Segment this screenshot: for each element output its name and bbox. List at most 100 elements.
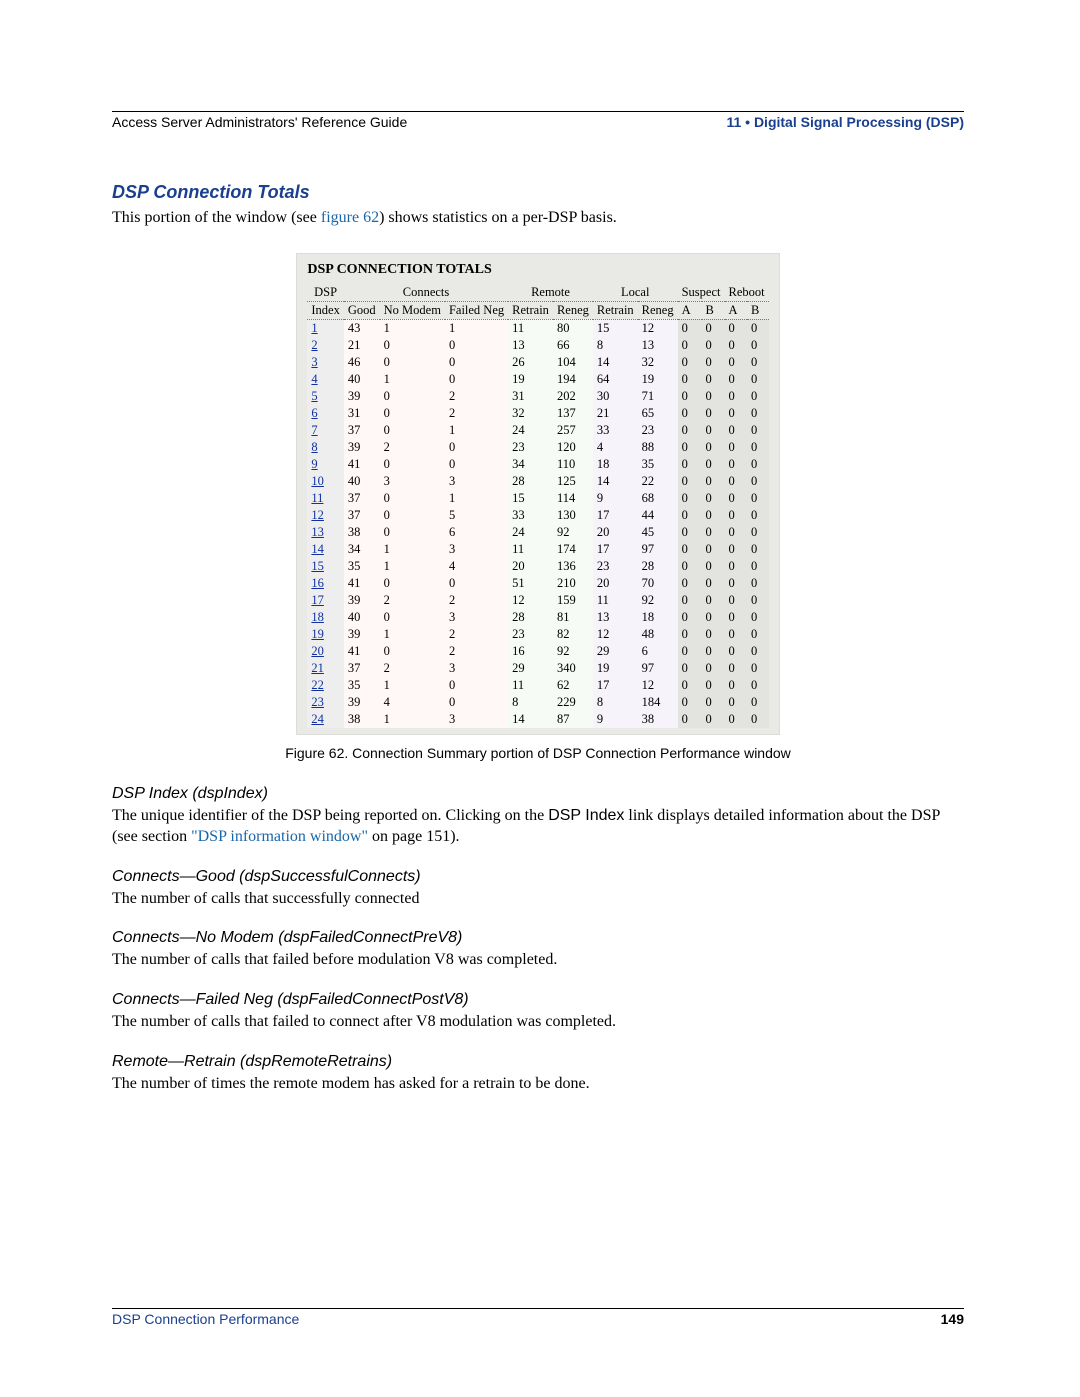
- cell-value: 0: [725, 575, 748, 592]
- cell-index[interactable]: 13: [307, 524, 343, 541]
- cell-value: 11: [508, 319, 553, 337]
- cell-index[interactable]: 3: [307, 354, 343, 371]
- dsp-index-link[interactable]: 6: [311, 406, 317, 420]
- dsp-index-link[interactable]: 24: [311, 712, 324, 726]
- cell-value: 0: [747, 643, 769, 660]
- cell-value: 136: [553, 558, 593, 575]
- cell-index[interactable]: 24: [307, 711, 343, 728]
- cell-value: 0: [678, 626, 702, 643]
- cell-index[interactable]: 15: [307, 558, 343, 575]
- cell-value: 30: [593, 388, 638, 405]
- cell-value: 0: [702, 592, 725, 609]
- dsp-index-link[interactable]: 12: [311, 508, 324, 522]
- def1-link[interactable]: "DSP information window": [191, 828, 368, 845]
- footer-left: DSP Connection Performance: [112, 1311, 299, 1327]
- cell-value: 51: [508, 575, 553, 592]
- table-row: 440101919464190000: [307, 371, 768, 388]
- cell-value: 92: [553, 643, 593, 660]
- cell-index[interactable]: 5: [307, 388, 343, 405]
- cell-value: 0: [725, 541, 748, 558]
- hdr-rreneg: Reneg: [553, 301, 593, 319]
- cell-value: 37: [344, 660, 380, 677]
- dsp-index-link[interactable]: 5: [311, 389, 317, 403]
- dsp-index-link[interactable]: 14: [311, 542, 324, 556]
- cell-value: 0: [725, 439, 748, 456]
- dsp-index-link[interactable]: 9: [311, 457, 317, 471]
- figure-ref-link[interactable]: figure 62: [321, 209, 379, 226]
- cell-value: 19: [638, 371, 678, 388]
- cell-index[interactable]: 18: [307, 609, 343, 626]
- intro-text: This portion of the window (see figure 6…: [112, 207, 964, 229]
- table-row: 113701151149680000: [307, 490, 768, 507]
- cell-index[interactable]: 11: [307, 490, 343, 507]
- dsp-index-link[interactable]: 3: [311, 355, 317, 369]
- cell-value: 0: [678, 694, 702, 711]
- hdr-index: Index: [307, 301, 343, 319]
- cell-value: 23: [508, 439, 553, 456]
- dsp-index-link[interactable]: 21: [311, 661, 324, 675]
- intro-suffix: ) shows statistics on a per-DSP basis.: [379, 209, 617, 226]
- cell-index[interactable]: 12: [307, 507, 343, 524]
- cell-index[interactable]: 22: [307, 677, 343, 694]
- cell-value: 0: [702, 660, 725, 677]
- cell-value: 0: [678, 439, 702, 456]
- dsp-index-link[interactable]: 8: [311, 440, 317, 454]
- dsp-index-link[interactable]: 13: [311, 525, 324, 539]
- dsp-index-link[interactable]: 15: [311, 559, 324, 573]
- dsp-index-link[interactable]: 19: [311, 627, 324, 641]
- cell-index[interactable]: 8: [307, 439, 343, 456]
- cell-index[interactable]: 19: [307, 626, 343, 643]
- dsp-index-link[interactable]: 18: [311, 610, 324, 624]
- dsp-index-link[interactable]: 2: [311, 338, 317, 352]
- cell-index[interactable]: 17: [307, 592, 343, 609]
- cell-index[interactable]: 16: [307, 575, 343, 592]
- cell-index[interactable]: 9: [307, 456, 343, 473]
- cell-index[interactable]: 2: [307, 337, 343, 354]
- table-row: 346002610414320000: [307, 354, 768, 371]
- cell-value: 0: [747, 422, 769, 439]
- dsp-index-link[interactable]: 22: [311, 678, 324, 692]
- cell-value: 15: [593, 319, 638, 337]
- dsp-index-link[interactable]: 4: [311, 372, 317, 386]
- cell-value: 114: [553, 490, 593, 507]
- cell-value: 71: [638, 388, 678, 405]
- cell-value: 0: [747, 473, 769, 490]
- cell-value: 0: [725, 507, 748, 524]
- cell-value: 35: [344, 677, 380, 694]
- cell-index[interactable]: 1: [307, 319, 343, 337]
- dsp-index-link[interactable]: 16: [311, 576, 324, 590]
- dsp-index-link[interactable]: 7: [311, 423, 317, 437]
- cell-index[interactable]: 6: [307, 405, 343, 422]
- cell-value: 0: [725, 473, 748, 490]
- cell-value: 88: [638, 439, 678, 456]
- cell-value: 0: [747, 319, 769, 337]
- hdr-failed: Failed Neg: [445, 301, 508, 319]
- cell-value: 2: [380, 660, 445, 677]
- cell-index[interactable]: 14: [307, 541, 343, 558]
- dsp-index-link[interactable]: 23: [311, 695, 324, 709]
- dsp-index-link[interactable]: 10: [311, 474, 324, 488]
- cell-value: 0: [702, 490, 725, 507]
- cell-index[interactable]: 23: [307, 694, 343, 711]
- table-group-header-row: DSP Connects Remote Local Suspect Reboot: [307, 284, 768, 302]
- cell-value: 0: [725, 337, 748, 354]
- def1-prefix: The unique identifier of the DSP being r…: [112, 807, 548, 824]
- dsp-index-link[interactable]: 20: [311, 644, 324, 658]
- cell-index[interactable]: 7: [307, 422, 343, 439]
- cell-value: 130: [553, 507, 593, 524]
- cell-index[interactable]: 20: [307, 643, 343, 660]
- cell-value: 137: [553, 405, 593, 422]
- cell-value: 0: [702, 422, 725, 439]
- cell-index[interactable]: 4: [307, 371, 343, 388]
- dsp-index-link[interactable]: 11: [311, 491, 323, 505]
- cell-value: 0: [702, 456, 725, 473]
- cell-value: 12: [508, 592, 553, 609]
- cell-index[interactable]: 10: [307, 473, 343, 490]
- dsp-index-link[interactable]: 1: [311, 321, 317, 335]
- cell-value: 0: [702, 319, 725, 337]
- cell-value: 6: [445, 524, 508, 541]
- cell-index[interactable]: 21: [307, 660, 343, 677]
- cell-value: 104: [553, 354, 593, 371]
- dsp-index-link[interactable]: 17: [311, 593, 324, 607]
- def2-body: The number of calls that successfully co…: [112, 888, 964, 910]
